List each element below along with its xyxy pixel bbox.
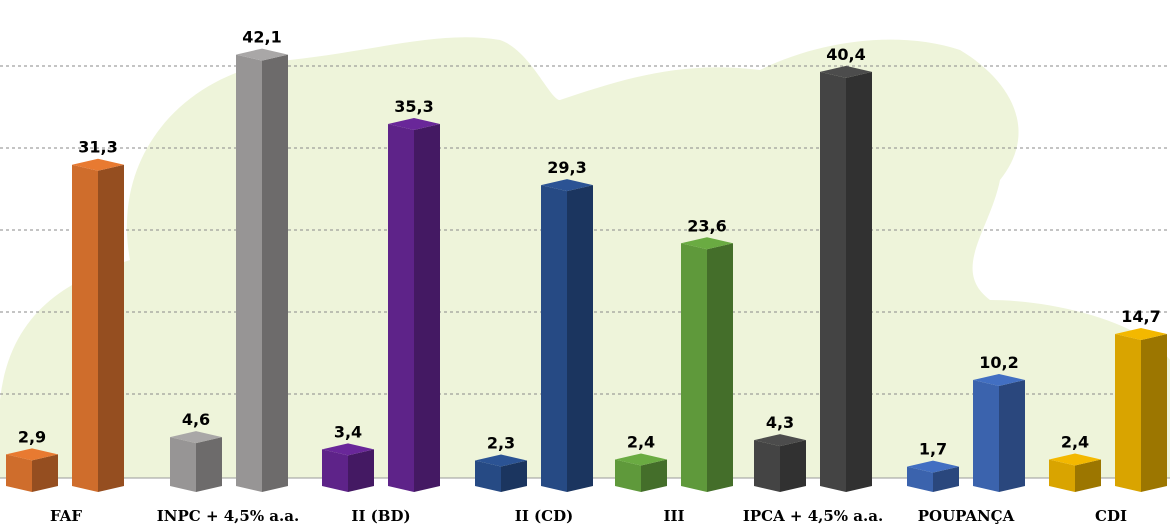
bar-tall-1-front [236,54,262,492]
category-label-3: II (CD) [515,507,573,525]
bar-tall-7-side [1141,334,1167,492]
bar-small-1-top [170,431,222,444]
bar-small-1-value-label: 4,6 [182,410,210,429]
bar-small-6-value-label: 1,7 [919,440,947,459]
bar-tall-0-side [98,164,124,493]
bar-small-6 [907,460,959,492]
bar-small-7-value-label: 2,4 [1061,433,1089,452]
bar-tall-7-value-label: 14,7 [1121,307,1160,326]
bar-tall-4-side [707,243,733,492]
bar-tall-0-value-label: 31,3 [78,138,117,157]
bar-small-0-top [6,448,58,461]
bar-small-2-side [348,449,374,492]
bar-small-4-front [615,459,641,492]
bar-small-2-front [322,449,348,492]
category-label-4: III [663,507,684,525]
category-label-6: POUPANÇA [918,507,1015,525]
bar-tall-5-value-label: 40,4 [826,45,865,64]
bar-tall-2-side [414,123,440,492]
bar-small-5-side [780,440,806,492]
bar-tall-2-value-label: 35,3 [394,97,433,116]
bar-tall-0-front [72,164,98,493]
bar-small-3-top [475,454,527,467]
bar-small-1 [170,431,222,492]
bar-small-7-top [1049,453,1101,466]
bar-tall-3 [541,179,593,492]
bar-small-7-front [1049,459,1075,492]
bar-small-7-side [1075,459,1101,492]
bar-tall-6-value-label: 10,2 [979,353,1018,372]
bar-small-4-top [615,453,667,466]
bar-tall-2-front [388,123,414,492]
bar-tall-1 [236,48,288,492]
bar-tall-3-side [567,185,593,492]
bar-small-7 [1049,453,1101,492]
bar-small-1-side [196,437,222,492]
bar-tall-7-top [1115,328,1167,341]
bar-small-5-top [754,434,806,447]
bar-small-4 [615,453,667,492]
bar-tall-0-top [72,158,124,171]
bar-tall-2-top [388,117,440,130]
bar-small-6-front [907,466,933,492]
bar-tall-3-front [541,185,567,492]
bar-tall-5-side [846,71,872,493]
bar-tall-7 [1115,328,1167,492]
bar-small-0-side [32,454,58,492]
category-label-5: IPCA + 4,5% a.a. [743,507,883,525]
bar-tall-5 [820,65,872,493]
bar-small-5-front [754,440,780,492]
bar-small-5 [754,434,806,492]
bar-small-3-front [475,460,501,492]
bar-tall-7-front [1115,334,1141,492]
bar-tall-6-side [999,379,1025,492]
bar-tall-4-front [681,243,707,492]
bar-tall-5-front [820,71,846,493]
bar-tall-4-top [681,237,733,250]
bar-small-3-side [501,460,527,492]
category-label-1: INPC + 4,5% a.a. [157,507,299,525]
bar-tall-3-top [541,179,593,192]
bar-tall-4 [681,237,733,492]
category-label-2: II (BD) [351,507,410,525]
bar-tall-1-top [236,48,288,61]
bar-tall-0 [72,158,124,493]
bar-small-6-side [933,466,959,492]
bar-small-5-value-label: 4,3 [766,413,794,432]
bar-tall-1-side [262,54,288,492]
bar-small-4-value-label: 2,4 [627,433,655,452]
bar-tall-5-top [820,65,872,78]
category-label-7: CDI [1095,507,1127,525]
bar-tall-6 [973,373,1025,492]
bar-small-0-value-label: 2,9 [18,427,46,446]
bar-small-4-side [641,459,667,492]
category-label-0: FAF [50,507,82,525]
bar-tall-4-value-label: 23,6 [687,216,726,235]
bar-small-6-top [907,460,959,473]
bar-tall-3-value-label: 29,3 [547,158,586,177]
bar-tall-6-top [973,373,1025,386]
bar-tall-1-value-label: 42,1 [242,28,281,47]
bar-tall-6-front [973,379,999,492]
bar-small-0-front [6,454,32,492]
bar-small-2-top [322,443,374,456]
bar-small-1-front [170,437,196,492]
bar-small-0 [6,448,58,492]
bar-small-3 [475,454,527,492]
bar-small-2 [322,443,374,492]
bar-small-2-value-label: 3,4 [334,422,362,441]
labels-layer: 2,9 31,3 4,6 42,1 3,4 35,3 2,3 29,3 2,4 23,6 4,3 40… [18,28,1161,525]
bars-layer [6,48,1167,493]
bar-tall-2 [388,117,440,492]
bar-small-3-value-label: 2,3 [487,434,515,453]
